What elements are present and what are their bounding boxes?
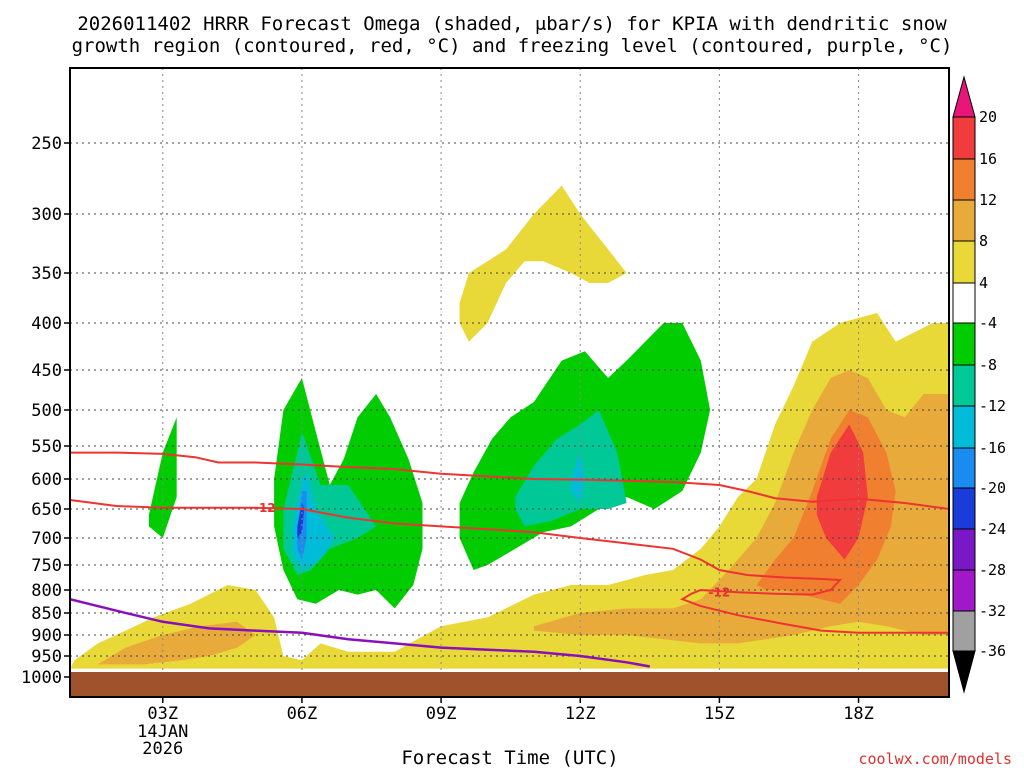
ground-surface xyxy=(70,672,949,697)
dgz-contour-1 xyxy=(70,499,949,634)
colorbar-segment-8 xyxy=(952,447,976,489)
y-tick-label-700: 700 xyxy=(31,529,62,549)
y-tick-label-250: 250 xyxy=(31,134,62,154)
dgz-contour-0 xyxy=(70,451,949,510)
omega-region-14 xyxy=(816,424,868,560)
freezing-level-contour xyxy=(70,597,651,668)
colorbar-tick-2: 12 xyxy=(979,191,997,209)
colorbar-tick-1: 16 xyxy=(979,150,997,168)
credit-text: coolwx.com/models xyxy=(858,750,1012,768)
y-tick-label-350: 350 xyxy=(31,264,62,284)
colorbar-segment-9 xyxy=(952,487,976,530)
colorbar-tick-10: -24 xyxy=(979,520,1006,538)
omega-region-7 xyxy=(515,410,627,527)
colorbar-segment-5 xyxy=(952,322,976,366)
y-tick-label-850: 850 xyxy=(31,604,62,624)
omega-region-11 xyxy=(97,621,256,665)
colorbar-tick-0: 20 xyxy=(979,108,997,126)
contour-lines xyxy=(70,451,949,668)
colorbar-segment-10 xyxy=(952,528,976,571)
x-date-label-day: 14JAN xyxy=(137,722,188,742)
colorbar-tick-8: -16 xyxy=(979,439,1006,457)
y-tick-label-400: 400 xyxy=(31,314,62,334)
colorbar-segment-3 xyxy=(952,240,976,284)
colorbar-segment-12 xyxy=(952,610,976,652)
colorbar-segment-1 xyxy=(952,158,976,201)
x-date-label-year: 2026 xyxy=(142,739,183,759)
omega-shading xyxy=(70,185,949,669)
colorbar-segment-11 xyxy=(952,569,976,612)
colorbar-segment-4 xyxy=(952,282,976,324)
colorbar: 20 16 12 8 4 -4 -8 -12 -16 -20 -24 -28 -32 -36 xyxy=(952,75,1006,694)
colorbar-tick-9: -20 xyxy=(979,479,1006,497)
y-tick-label-550: 550 xyxy=(31,437,62,457)
x-tick-label-18Z: 18Z xyxy=(843,704,874,724)
y-tick-label-900: 900 xyxy=(31,626,62,646)
colorbar-segment-2 xyxy=(952,199,976,242)
colorbar-tick-13: -36 xyxy=(979,642,1006,660)
y-tick-label-1000: 1000 xyxy=(21,668,62,688)
y-tick-label-800: 800 xyxy=(31,581,62,601)
x-tick-label-06Z: 06Z xyxy=(287,704,318,724)
y-tick-label-500: 500 xyxy=(31,401,62,421)
omega-region-5 xyxy=(297,503,305,538)
y-tick-label-950: 950 xyxy=(31,647,62,667)
x-tick-label-12Z: 12Z xyxy=(565,704,596,724)
colorbar-tick-4: 4 xyxy=(979,274,988,292)
plot-area: -12 -12 250 300 350 400 450 500 550 600 650 700 750 8… xyxy=(21,67,950,759)
x-tick-label-09Z: 09Z xyxy=(426,704,457,724)
chart-title-line2: growth region (contoured, red, °C) and f… xyxy=(72,35,953,57)
colorbar-tick-12: -32 xyxy=(979,602,1006,620)
colorbar-tick-7: -12 xyxy=(979,397,1006,415)
colorbar-tick-3: 8 xyxy=(979,232,988,250)
omega-region-8 xyxy=(571,452,585,503)
colorbar-segment-6 xyxy=(952,364,976,407)
colorbar-tick-11: -28 xyxy=(979,561,1006,579)
colorbar-tick-6: -8 xyxy=(979,356,997,374)
colorbar-tick-5: -4 xyxy=(979,314,997,332)
y-tick-label-450: 450 xyxy=(31,361,62,381)
omega-region-9 xyxy=(459,185,627,342)
y-tick-label-650: 650 xyxy=(31,500,62,520)
plot-frame xyxy=(69,67,950,698)
y-tick-label-300: 300 xyxy=(31,205,62,225)
colorbar-bottom-triangle xyxy=(952,650,976,694)
y-tick-label-750: 750 xyxy=(31,556,62,576)
y-tick-label-600: 600 xyxy=(31,470,62,490)
chart-title-line1: 2026011402 HRRR Forecast Omega (shaded, … xyxy=(77,13,947,35)
x-tick-label-15Z: 15Z xyxy=(704,704,735,724)
x-axis-label: Forecast Time (UTC) xyxy=(401,747,618,768)
colorbar-segment-7 xyxy=(952,405,976,449)
x-tick-label-03Z: 03Z xyxy=(147,704,178,724)
colorbar-top-triangle xyxy=(952,75,976,118)
dgz-contour-label-0: -12 xyxy=(254,501,276,515)
colorbar-segment-0 xyxy=(952,116,976,160)
dgz-contour-label-1: -12 xyxy=(709,585,731,599)
